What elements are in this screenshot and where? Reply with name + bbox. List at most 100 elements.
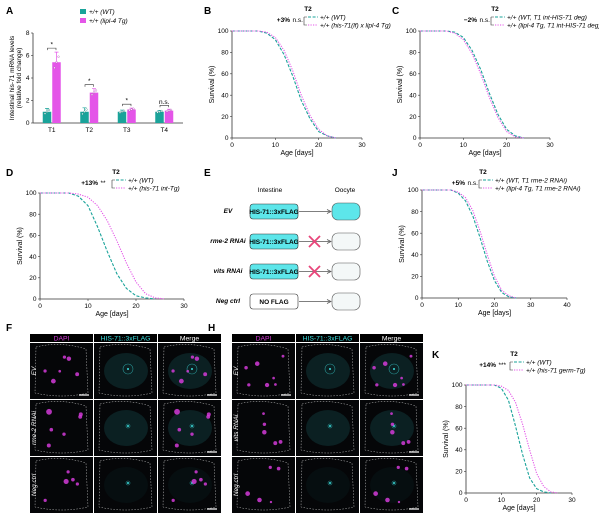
panelH-dapi-spot <box>392 382 398 388</box>
panelH-cell-outline <box>300 401 355 454</box>
panelA-significance: * <box>88 78 91 85</box>
panelF-dapi-spot <box>186 369 190 373</box>
panelH-dapi-spot <box>278 440 283 444</box>
panelC-xlabel: Age [days] <box>468 150 501 157</box>
panelE-col-oocyte: Oocyte <box>335 187 356 194</box>
panelA-replicate-dot <box>122 109 126 112</box>
panelA-bar <box>52 62 61 123</box>
panelF-his-spot <box>191 368 193 370</box>
panelK-series-tg-line <box>466 384 558 494</box>
panelC-x-tick-label: 20 <box>503 142 511 149</box>
panelA-significance-bracket <box>47 47 57 51</box>
panelC-survival-plot: C 0 20 40 60 80 100 0 10 20 30 Survival (%) Age [day… <box>392 6 599 157</box>
panelA-legend-swatch <box>80 18 86 23</box>
panelK-xlabel: Age [days] <box>502 505 535 512</box>
panelH-dapi-spot <box>272 376 275 380</box>
panelA-significance-bracket <box>84 84 94 87</box>
panelC-x-tick-label: 30 <box>546 142 554 149</box>
panelE-label: E <box>204 168 211 179</box>
panelF-cell-outline <box>34 458 89 511</box>
panelC-y-tick-label: 60 <box>409 71 417 78</box>
panelF-dapi-spot <box>78 414 83 419</box>
panelF-his-haze <box>168 410 212 446</box>
panelE-intestine-box <box>249 263 299 280</box>
panelF-cell-outline <box>98 344 153 397</box>
panelH-dapi-spot <box>281 354 285 358</box>
panelH-his-spot <box>393 482 395 484</box>
panelH-image-tile <box>232 457 295 513</box>
panelF-dapi-spot <box>46 443 51 448</box>
panelH-image-tile <box>360 400 423 456</box>
panelD-y-tick-label: 20 <box>29 275 37 282</box>
panelE-row-label: vits RNAi <box>214 268 243 275</box>
panelF-dapi-spot <box>177 427 182 432</box>
panelK-period: T2 <box>510 351 518 358</box>
panelJ-x-tick-label: 30 <box>527 302 535 309</box>
panelJ-y-tick-label: 0 <box>415 295 419 302</box>
panelA-bar <box>89 92 99 123</box>
panelC-y-tick-label: 40 <box>409 92 417 99</box>
panelF-his-nucleus <box>125 423 131 429</box>
panelH-his-nucleus <box>324 363 336 375</box>
panelH-cell-outline <box>364 401 419 454</box>
panelF-his-spot <box>127 425 129 427</box>
panelA-category-label: T2 <box>85 127 93 134</box>
panelH-his-nucleus <box>327 423 333 429</box>
panelA-ylabel-line1: Intestinal his-71 mRNA levels <box>9 35 16 120</box>
panelE-arrow-head <box>326 209 332 214</box>
panelJ-x-tick-label: 10 <box>455 302 463 309</box>
panelF-row-label: EV <box>31 366 38 375</box>
panelH-his-nucleus <box>391 480 397 486</box>
panelD-x-tick-label: 30 <box>180 303 188 310</box>
panelF-his-haze <box>168 353 212 389</box>
panelJ-series-tg-line <box>422 189 517 299</box>
panelF-dapi-spot <box>171 369 175 373</box>
panelF-dapi-spot <box>66 470 70 474</box>
panelA-replicate-dot <box>169 108 173 111</box>
panelH-dapi-spot <box>264 382 270 388</box>
panelC-label: C <box>392 6 399 17</box>
panelB-significance: n.s. <box>293 17 304 24</box>
panelE-arrow-head <box>326 269 332 274</box>
panelH-cell-outline <box>236 401 291 454</box>
panelA-category-label: T1 <box>48 127 56 134</box>
panelH-dapi-spot <box>385 497 390 503</box>
panelA-bar <box>80 111 89 123</box>
panelE-intestine-box <box>249 293 299 310</box>
panelH-dapi-spot <box>404 466 409 471</box>
panelA-replicate-dot <box>83 110 86 113</box>
panelH-cell-outline <box>364 458 419 511</box>
panelK-y-tick-label: 0 <box>459 490 463 497</box>
panelE-oocyte-box <box>331 202 361 221</box>
panelB-stat: +3% <box>277 17 290 24</box>
panelE-intestine-box <box>249 233 299 250</box>
panelF-col-header-bg <box>94 334 157 342</box>
panelF-dapi-spot <box>190 355 195 359</box>
panelF-image-tile <box>30 400 93 456</box>
panelD-series-tg-line <box>40 192 165 300</box>
panelJ-y-tick-label: 80 <box>411 209 419 216</box>
panelF-image-tile <box>158 457 221 513</box>
panelE-box-label: HIS-71::3xFLAG <box>249 239 298 246</box>
panelH-dapi-spot <box>373 491 378 496</box>
panelJ-y-tick-label: 20 <box>411 274 419 281</box>
panelF-his-haze <box>168 467 212 503</box>
panelF-dapi-spot <box>49 427 54 432</box>
panelF-his-haze <box>104 467 148 503</box>
panelH-his-spot <box>393 368 395 370</box>
panelH-dapi-spot <box>262 412 265 415</box>
panelD-y-tick-label: 60 <box>29 233 37 240</box>
panelH-his-haze <box>370 410 414 446</box>
panelA-y-tick-label: 0 <box>26 120 30 127</box>
panelH-dapi-spot <box>409 354 413 358</box>
panelK-stat: +14% <box>479 362 496 369</box>
panelJ-x-tick-label: 20 <box>491 302 499 309</box>
panelF-his-haze <box>104 353 148 389</box>
panelJ-survival-plot: J 0 20 40 60 80 100 0 10 20 30 40 Survival (%) Age [d… <box>392 168 581 317</box>
panelJ-y-tick-label: 40 <box>411 252 419 259</box>
panelA-significance-bracket <box>159 104 169 108</box>
panelA-bar <box>42 111 52 123</box>
panelE-row-label: Neg ctrl <box>216 298 240 305</box>
